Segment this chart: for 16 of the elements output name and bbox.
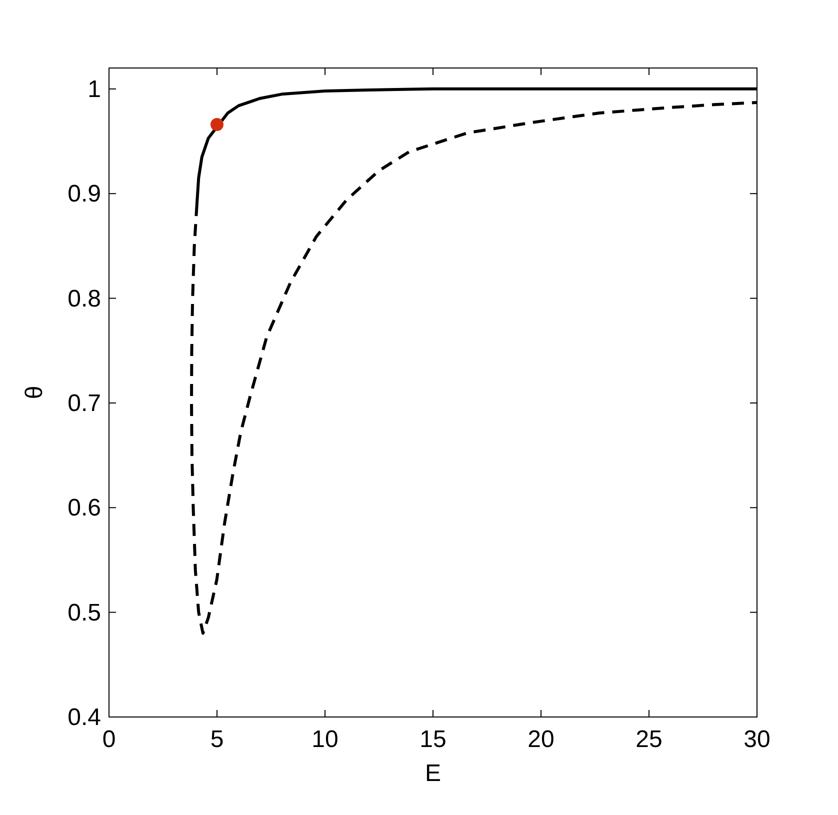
x-tick-label: 30 [744,726,770,753]
x-axis-title: E [424,760,442,787]
y-tick-label: 0.7 [68,390,101,417]
y-tick-label: 0.4 [68,704,101,731]
x-tick-label: 5 [210,726,224,753]
y-tick-label: 0.8 [68,285,101,312]
x-tick-label: 25 [636,726,662,753]
x-tick-label: 0 [102,726,116,753]
x-tick-label: 20 [528,726,554,753]
x-tick-label: 10 [312,726,338,753]
x-tick-label: 15 [420,726,446,753]
y-tick-label: 0.9 [68,180,101,208]
y-tick-label: 1 [88,76,101,103]
y-tick-label: 0.5 [68,599,101,626]
y-tick-label: 0.6 [68,494,101,522]
y-axis-title: θ [21,386,48,400]
